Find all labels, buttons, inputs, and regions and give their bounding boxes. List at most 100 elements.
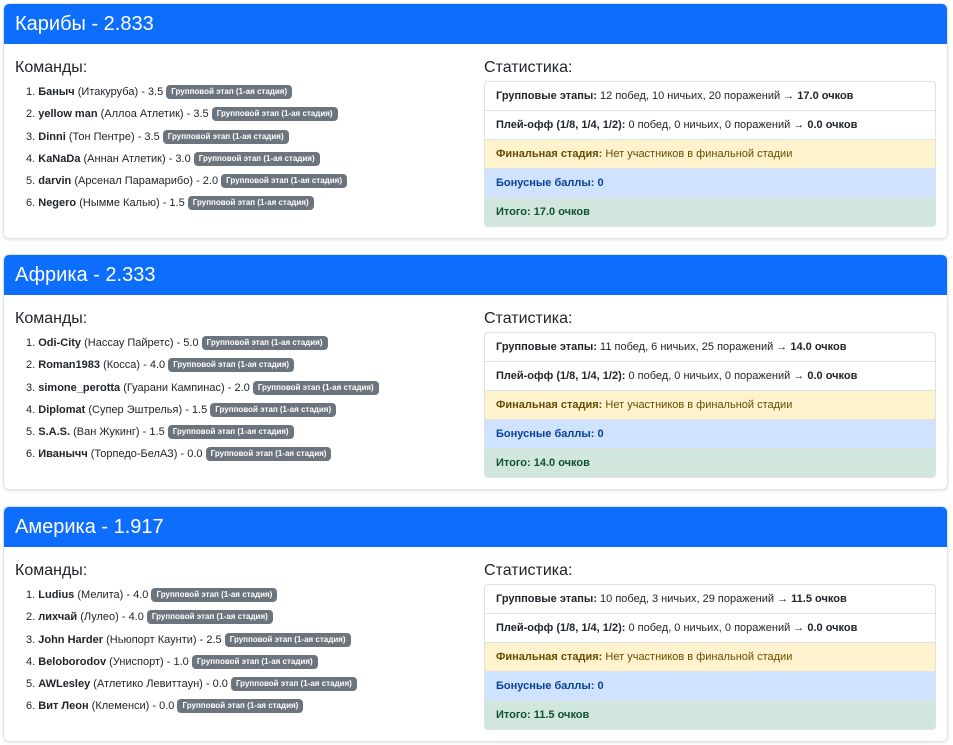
team-club: (Униспорт)	[109, 655, 164, 668]
team-item: 4. Beloborodov (Униспорт) - 1.0 Группово…	[15, 651, 470, 673]
stat-label: Итого:	[496, 709, 531, 721]
stage-badge: Групповой этап (1-ая стадия)	[162, 129, 289, 144]
team-name: Odi-City	[38, 337, 82, 349]
stat-points: 0.0 очков	[807, 119, 858, 131]
stage-badge: Групповой этап (1-ая стадия)	[211, 107, 338, 122]
teams-list: 1. Ludius (Мелита) - 4.0 Групповой этап …	[15, 584, 470, 718]
stat-text: 0 побед, 0 ничьих, 0 поражений →	[628, 622, 805, 634]
stat-text: Нет участников в финальной стадии	[605, 651, 793, 663]
teams-list: 1. Баныч (Итакуруба) - 3.5 Групповой эта…	[15, 81, 470, 215]
team-score: - 0.0	[152, 700, 175, 713]
teams-heading: Команды:	[15, 59, 88, 76]
team-number: 2.	[26, 611, 36, 624]
team-item: 6. Иванычч (Торпедо-БелАЗ) - 0.0 Группов…	[15, 443, 470, 465]
team-score: - 3.0	[168, 152, 191, 165]
team-number: 4.	[26, 655, 36, 668]
team-item: 5. S.A.S. (Ван Жукинг) - 1.5 Групповой э…	[15, 421, 470, 443]
region-card-africa: Африка - 2.333 Команды: 1. Odi-City (Нас…	[3, 254, 948, 490]
stat-bonus: Бонусные баллы: 0	[485, 168, 935, 197]
stat-final-stage: Финальная стадия: Нет участников в финал…	[485, 642, 935, 671]
team-score: - 3.5	[186, 108, 209, 121]
team-item: 3. simone_perotta (Гуарани Кампинас) - 2…	[15, 377, 470, 399]
stage-badge: Групповой этап (1-ая стадия)	[146, 610, 273, 625]
team-name: Баныч	[38, 86, 75, 98]
stat-label: Бонусные баллы:	[496, 428, 595, 440]
stage-badge: Групповой этап (1-ая стадия)	[191, 654, 318, 669]
region-card-america: Америка - 1.917 Команды: 1. Ludius (Мели…	[3, 506, 948, 742]
teams-column: Команды: 1. Odi-City (Нассау Пайретс) - …	[15, 309, 470, 466]
team-score: - 1.0	[166, 655, 189, 668]
team-score: - 5.0	[176, 337, 199, 349]
team-score: - 3.5	[141, 86, 164, 98]
stats-list: Групповые этапы: 11 побед, 6 ничьих, 25 …	[484, 332, 936, 478]
stage-badge: Групповой этап (1-ая стадия)	[230, 677, 357, 692]
team-item: 2. yellow man (Аллоа Атлетик) - 3.5 Груп…	[15, 103, 470, 125]
stats-heading: Статистика:	[484, 310, 573, 327]
stat-text: 11 побед, 6 ничьих, 25 поражений →	[600, 341, 788, 353]
team-club: (Косса)	[103, 359, 141, 372]
stat-points: 0.0 очков	[807, 370, 858, 382]
stat-value: 0	[597, 680, 604, 692]
team-club: (Нымме Калью)	[79, 197, 160, 210]
teams-heading: Команды:	[15, 310, 88, 327]
stage-badge: Групповой этап (1-ая стадия)	[252, 380, 379, 395]
stat-points: 0.0 очков	[807, 622, 858, 634]
team-name: Roman1983	[38, 359, 101, 372]
team-name: John Harder	[38, 633, 104, 646]
stat-points: 17.0 очков	[797, 90, 854, 102]
team-item: 5. AWLesley (Атлетико Левиттаун) - 0.0 Г…	[15, 673, 470, 695]
team-club: (Тон Пентре)	[68, 130, 135, 143]
team-number: 5.	[26, 175, 36, 188]
team-item: 3. Dinni (Тон Пентре) - 3.5 Групповой эт…	[15, 126, 470, 148]
team-number: 6.	[26, 700, 36, 713]
team-number: 3.	[26, 633, 36, 646]
stats-column: Статистика: Групповые этапы: 10 побед, 3…	[484, 561, 936, 730]
team-name: лихчай	[38, 611, 78, 624]
team-number: 3.	[26, 130, 36, 143]
stat-value: 0	[597, 177, 604, 189]
stat-text: Нет участников в финальной стадии	[605, 399, 793, 411]
team-club: (Торпедо-БелАЗ)	[90, 448, 178, 461]
team-number: 3.	[26, 381, 36, 394]
team-score: - 1.5	[162, 197, 185, 210]
stat-total: Итого: 11.5 очков	[485, 700, 935, 729]
team-score: - 2.0	[227, 381, 250, 394]
team-name: Иванычч	[38, 448, 88, 461]
team-name: Ludius	[38, 589, 75, 601]
stat-text: 0 побед, 0 ничьих, 0 поражений →	[628, 119, 805, 131]
stat-total: Итого: 17.0 очков	[485, 197, 935, 226]
stat-bonus: Бонусные баллы: 0	[485, 671, 935, 700]
team-club: (Мелита)	[77, 589, 124, 601]
stat-label: Плей-офф (1/8, 1/4, 1/2):	[496, 119, 626, 131]
team-name: S.A.S.	[38, 426, 71, 439]
team-score: - 2.0	[196, 175, 219, 188]
stat-label: Финальная стадия:	[496, 148, 603, 160]
stat-label: Итого:	[496, 206, 531, 218]
stage-badge: Групповой этап (1-ая стадия)	[201, 336, 328, 350]
stage-badge: Групповой этап (1-ая стадия)	[167, 425, 294, 440]
team-name: KaNaDa	[38, 152, 81, 165]
team-item: 1. Ludius (Мелита) - 4.0 Групповой этап …	[15, 584, 470, 606]
teams-heading: Команды:	[15, 562, 88, 579]
team-score: - 4.0	[121, 611, 144, 624]
stat-group-stages: Групповые этапы: 10 побед, 3 ничьих, 29 …	[485, 585, 935, 613]
team-item: 2. лихчай (Лулео) - 4.0 Групповой этап (…	[15, 606, 470, 628]
team-score: - 1.5	[142, 426, 165, 439]
stage-badge: Групповой этап (1-ая стадия)	[205, 447, 332, 462]
team-number: 4.	[26, 403, 36, 416]
team-club: (Ван Жукинг)	[73, 426, 140, 439]
stage-badge: Групповой этап (1-ая стадия)	[168, 358, 295, 373]
team-score: - 1.5	[185, 403, 208, 416]
stat-value: 14.0 очков	[533, 457, 590, 469]
stat-label: Финальная стадия:	[496, 651, 603, 663]
stat-total: Итого: 14.0 очков	[485, 448, 935, 477]
stats-list: Групповые этапы: 10 побед, 3 ничьих, 29 …	[484, 584, 936, 730]
team-score: - 2.5	[199, 633, 222, 646]
region-title: Африка - 2.333	[4, 255, 947, 295]
stat-value: 17.0 очков	[533, 206, 590, 218]
team-number: 1.	[26, 589, 36, 601]
team-item: 2. Roman1983 (Косса) - 4.0 Групповой эта…	[15, 354, 470, 376]
team-name: Dinni	[38, 130, 66, 143]
team-club: (Ньюпорт Каунти)	[106, 633, 197, 646]
stage-badge: Групповой этап (1-ая стадия)	[166, 85, 293, 99]
